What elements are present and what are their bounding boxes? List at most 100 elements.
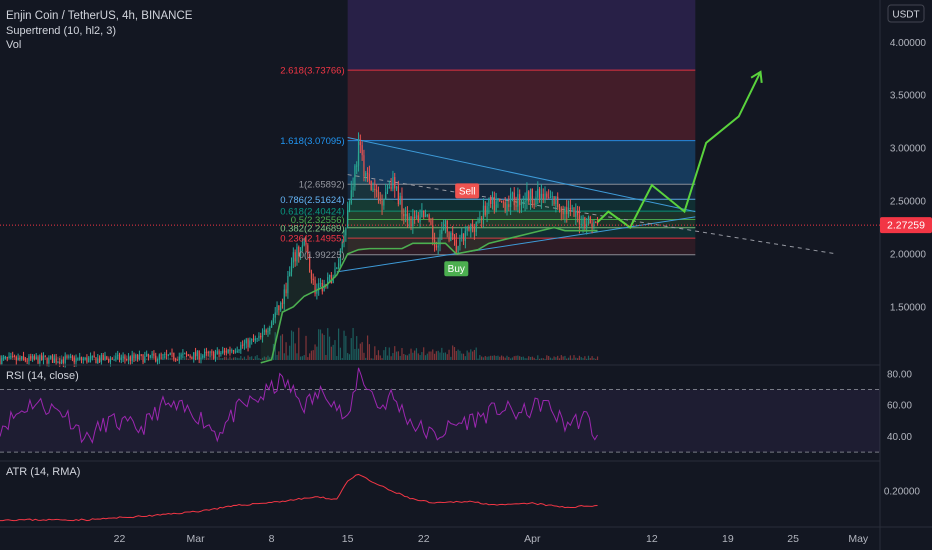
atr-legend[interactable]: ATR (14, RMA) xyxy=(6,466,80,478)
candle-body xyxy=(334,268,336,278)
candle-body xyxy=(301,245,303,249)
price-tick-label: 2.50000 xyxy=(890,197,927,208)
candle-body xyxy=(21,356,23,360)
volume-bar xyxy=(57,356,59,360)
candle-body xyxy=(549,197,552,199)
candle-body xyxy=(8,356,10,359)
candle-body xyxy=(70,356,72,358)
volume-bar xyxy=(357,348,360,360)
volume-bar xyxy=(347,353,349,360)
volume-bar xyxy=(406,355,409,360)
currency-button[interactable]: USDT xyxy=(887,4,925,23)
price-axis[interactable]: 4.00000 3.50000 3.00000 2.50000 2.00000 1.500… xyxy=(890,38,927,313)
volume-bar xyxy=(316,346,318,360)
time-tick-label: 22 xyxy=(114,533,126,545)
volume-bar xyxy=(296,353,298,360)
buy-signal xyxy=(444,261,469,277)
candle-body xyxy=(513,192,515,206)
candle-body xyxy=(406,213,409,221)
volume-bar xyxy=(479,355,481,360)
fib-level-label: 0(1.99225) xyxy=(299,250,345,261)
volume-bar xyxy=(234,357,236,360)
symbol-title[interactable]: Enjin Coin / TetherUS, 4h, BINANCE xyxy=(6,10,193,22)
candle-body xyxy=(12,356,14,358)
candle-body xyxy=(452,232,454,236)
candle-body xyxy=(41,355,43,361)
candle-body xyxy=(236,350,238,352)
candle-body xyxy=(475,221,477,232)
candle-body xyxy=(327,277,329,285)
candle-body xyxy=(303,241,305,246)
candle-body xyxy=(164,354,166,356)
time-tick-label: Mar xyxy=(187,533,206,545)
rsi-legend[interactable]: RSI (14, close) xyxy=(6,370,79,382)
candle-body xyxy=(68,356,70,358)
candle-body xyxy=(205,351,208,353)
candle-body xyxy=(356,165,358,167)
volume-bar xyxy=(299,356,302,360)
volume-bar xyxy=(486,356,488,360)
volume-bar xyxy=(392,353,394,360)
candle-body xyxy=(298,246,300,257)
candle-body xyxy=(88,358,90,363)
supertrend-legend[interactable]: Supertrend (10, hl2, 3) xyxy=(6,25,116,37)
candle-body xyxy=(51,356,54,363)
volume-bar xyxy=(450,356,452,360)
rsi-tick-label: 40.00 xyxy=(887,432,912,443)
candle-body xyxy=(484,205,486,215)
volume-bar xyxy=(209,356,211,360)
volume-bar xyxy=(500,355,503,360)
candle-body xyxy=(229,349,231,352)
atr-pane[interactable]: 0.20000 xyxy=(0,473,920,522)
candle-body xyxy=(414,216,416,218)
time-tick-label: 12 xyxy=(646,533,658,545)
volume-bar xyxy=(205,355,208,360)
candle-body xyxy=(517,194,519,207)
fib-level-label: 0.382(2.24689) xyxy=(280,223,344,234)
candle-body xyxy=(184,353,186,355)
volume-bar xyxy=(397,351,399,360)
volume-bar xyxy=(140,355,142,360)
volume-bar xyxy=(591,356,593,360)
volume-bar xyxy=(182,356,184,360)
volume-bar xyxy=(376,355,378,360)
volume-bar xyxy=(564,355,566,360)
candle-body xyxy=(260,335,262,338)
volume-bar xyxy=(310,350,313,360)
candle-body xyxy=(75,358,77,363)
volume-bar xyxy=(399,355,401,360)
volume-bar xyxy=(421,352,423,360)
volume-bar xyxy=(519,356,521,360)
candle-body xyxy=(207,352,209,354)
candle-body xyxy=(4,356,7,358)
candle-body xyxy=(287,276,289,294)
candle-body xyxy=(44,356,46,358)
volume-bar xyxy=(495,355,497,360)
candle-body xyxy=(531,188,533,204)
price-tick-label: 3.50000 xyxy=(890,91,927,102)
volume-bar xyxy=(356,336,358,360)
volume-bar xyxy=(225,356,227,360)
volume-bar xyxy=(332,344,334,360)
volume-legend[interactable]: Vol xyxy=(6,39,21,51)
candle-body xyxy=(289,271,291,277)
volume-bar xyxy=(278,351,280,360)
time-axis[interactable]: 22 Mar 8 15 22 Apr 12 19 25 May xyxy=(114,533,869,545)
volume-bar xyxy=(433,353,436,360)
volume-bar xyxy=(571,358,573,360)
volume-bar xyxy=(546,355,548,360)
volume-bar xyxy=(354,348,356,360)
candle-body xyxy=(435,245,437,248)
candle-body xyxy=(566,207,568,215)
candle-body xyxy=(338,263,340,268)
volume-bar xyxy=(522,356,524,360)
rsi-pane[interactable]: 80.00 60.00 40.00 xyxy=(0,367,912,453)
candle-body xyxy=(374,189,376,191)
candle-body xyxy=(117,354,119,357)
volume-bar xyxy=(265,357,267,360)
volume-bar xyxy=(439,352,441,360)
volume-bar xyxy=(366,335,369,360)
volume-bar xyxy=(558,358,561,360)
candle-body xyxy=(169,352,171,355)
volume-bar xyxy=(395,351,398,360)
